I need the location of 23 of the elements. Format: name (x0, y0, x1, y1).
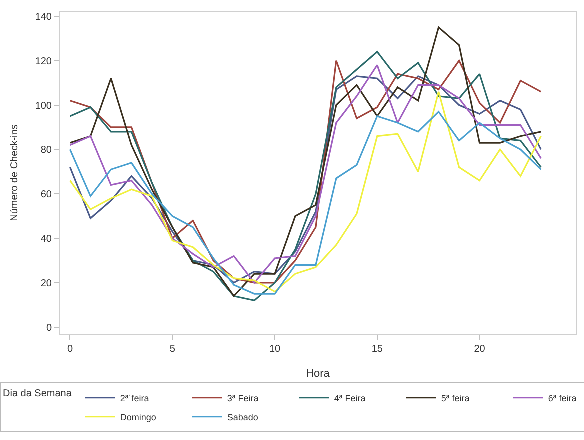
y-tick-label: 120 (35, 56, 52, 68)
y-axis-title: Número de Check-ins (9, 124, 20, 222)
y-tick-label: 100 (35, 100, 52, 112)
y-tick-label: 60 (40, 190, 52, 201)
y-tick-label: 40 (40, 234, 52, 246)
legend-label: 4ª Feira (334, 393, 366, 404)
x-tick-label: 20 (474, 344, 486, 355)
y-tick-label: 140 (35, 12, 52, 23)
x-tick-label: 5 (170, 344, 176, 355)
legend-label: Domingo (120, 412, 156, 422)
legend-label: 6ª feira (548, 393, 577, 404)
y-tick-label: 20 (40, 278, 52, 290)
legend-title: Dia da Semana (3, 388, 72, 400)
x-tick-label: 0 (67, 344, 74, 355)
legend-label: Sabado (227, 412, 258, 422)
y-tick-label: 0 (46, 322, 52, 334)
x-tick-label: 10 (269, 344, 281, 355)
x-axis-title: Hora (306, 368, 331, 380)
y-tick-label: 80 (40, 145, 52, 156)
legend-label: 3ª Feira (227, 393, 259, 404)
legend-label: 5ª feira (441, 393, 470, 404)
legend-label: 2ª˙feira (120, 393, 150, 404)
x-tick-label: 15 (372, 344, 384, 355)
